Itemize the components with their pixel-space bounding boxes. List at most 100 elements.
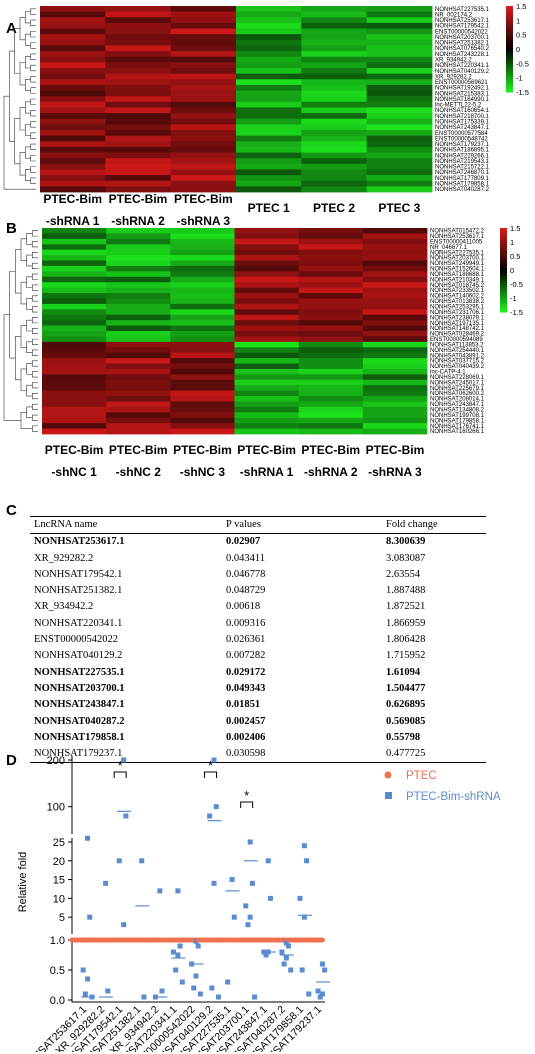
scale-label: -0.5 [510, 280, 523, 289]
row-label: NONHSAT040287.2 [435, 187, 490, 193]
row-label: NONHSAT037715.2 [430, 359, 485, 365]
scale-segment [506, 11, 513, 16]
heatmap-cell [366, 90, 433, 97]
row-label: NONHSAT160654.1 [435, 108, 490, 114]
y-tick-label: 1.0 [50, 935, 65, 947]
heatmap-cell [362, 233, 428, 240]
column-label: PTEC-Bim [173, 443, 232, 457]
row-label: NONHSAT134808.2 [430, 408, 485, 414]
dendrogram-branch [25, 11, 31, 24]
heatmap-cell [105, 152, 172, 159]
dendrogram-branch [20, 281, 27, 305]
heatmap-cell [301, 22, 368, 29]
row-label: NONHSAT160266.1 [430, 429, 485, 435]
shrna-point [157, 888, 163, 894]
shrna-point [123, 813, 129, 819]
heatmap-cell [105, 84, 172, 91]
heatmap-cell [362, 320, 428, 326]
scale-segment [506, 43, 513, 47]
column-label: -shRNA 3 [368, 465, 422, 479]
heatmap-cell [105, 141, 172, 148]
dendrogram-branch [30, 121, 36, 128]
dendrogram-branch [32, 371, 38, 378]
fold-change: 1.806428 [386, 634, 426, 646]
lncrna-name: NONHSAT203700.1 [34, 682, 125, 694]
dendrogram-branch [14, 28, 20, 74]
dendrogram-branch [26, 254, 33, 267]
dendrogram-branch [25, 56, 31, 69]
heatmap-cell [236, 34, 302, 41]
heatmap-cell [170, 423, 235, 429]
dendrogram-branch [32, 393, 38, 400]
heatmap-cell [42, 412, 107, 419]
heatmap-cell [236, 135, 302, 142]
heatmap-cell [170, 293, 235, 299]
heatmap-cell [170, 282, 235, 289]
heatmap-cell [170, 233, 235, 240]
row-label: NONHSAT013838.2 [430, 299, 485, 305]
p-value: 0.029172 [226, 666, 266, 678]
heatmap-cell [362, 309, 428, 316]
row-label: NONHSAT184990.1 [435, 97, 490, 103]
heatmap-cell [170, 401, 235, 408]
heatmap-cell [170, 11, 237, 18]
heatmap-cell [298, 244, 364, 251]
dendrogram-branch [32, 403, 38, 410]
shrna-point [177, 943, 183, 949]
p-value: 0.002406 [226, 731, 266, 743]
row-label: NONHSAT219543.1 [435, 159, 490, 165]
heatmap-cell [170, 309, 235, 316]
scale-segment [506, 63, 513, 67]
heatmap-cell [42, 233, 107, 240]
heatmap-cell [105, 175, 172, 182]
heatmap-cell [42, 325, 107, 332]
shrna-point [297, 895, 303, 901]
shrna-point [207, 813, 213, 819]
dendrogram-branch [32, 317, 38, 324]
heatmap-cell [170, 320, 235, 326]
heatmap-cell [170, 62, 237, 69]
heatmap-cell [236, 51, 302, 58]
legend-shrna-label: PTEC-Bim-shRNA [406, 791, 501, 803]
heatmap-cell [236, 163, 302, 170]
scale-segment [500, 303, 507, 307]
heatmap-cell [106, 358, 171, 364]
heatmap-cell [40, 51, 106, 58]
heatmap-cell [366, 17, 433, 24]
row-label: NONHSAT231706.1 [430, 310, 485, 316]
row-label: NONHSAT186895.1 [435, 148, 490, 154]
heatmap-cell [105, 22, 172, 29]
heatmap-cell [362, 385, 428, 392]
dendrogram-branch [26, 276, 33, 288]
row-label: ENST00000577584 [435, 131, 488, 137]
dendrogram-branch [32, 327, 38, 335]
scale-segment [506, 17, 513, 21]
heatmap-cell [362, 325, 428, 332]
shrna-point [195, 943, 201, 949]
heatmap-cell [106, 368, 171, 375]
row-label: NONHSAT179237.1 [435, 142, 490, 148]
heatmap-cell [366, 113, 433, 120]
shrna-point [213, 804, 219, 810]
scale-segment [506, 8, 513, 13]
heatmap-cell [170, 265, 235, 272]
row-label: NONHSAT040439.2 [430, 364, 485, 370]
heatmap-cell [301, 107, 368, 114]
heatmap-cell [42, 401, 107, 408]
heatmap-cell [40, 141, 106, 148]
column-label: PTEC-Bim [301, 443, 360, 457]
heatmap-cell [301, 34, 368, 41]
scale-segment [500, 300, 507, 305]
row-label: NONHSAT220341.1 [435, 63, 490, 69]
heatmap-cell [298, 325, 364, 332]
row-label: NONHSAT076540.2 [435, 46, 490, 52]
table-row: NONHSAT227535.1 0.029172 1.61094 [30, 665, 486, 681]
table-header-row: LncRNA name P values Fold change [30, 516, 486, 535]
scale-segment [506, 14, 513, 18]
heatmap-cell [42, 255, 107, 261]
row-label: NONHSAT203700.1 [430, 256, 485, 262]
heatmap-cell [298, 228, 364, 234]
row-label: NONHSAT152604.1 [430, 267, 485, 273]
shrna-point [279, 949, 285, 955]
heatmap-cell [236, 124, 302, 131]
